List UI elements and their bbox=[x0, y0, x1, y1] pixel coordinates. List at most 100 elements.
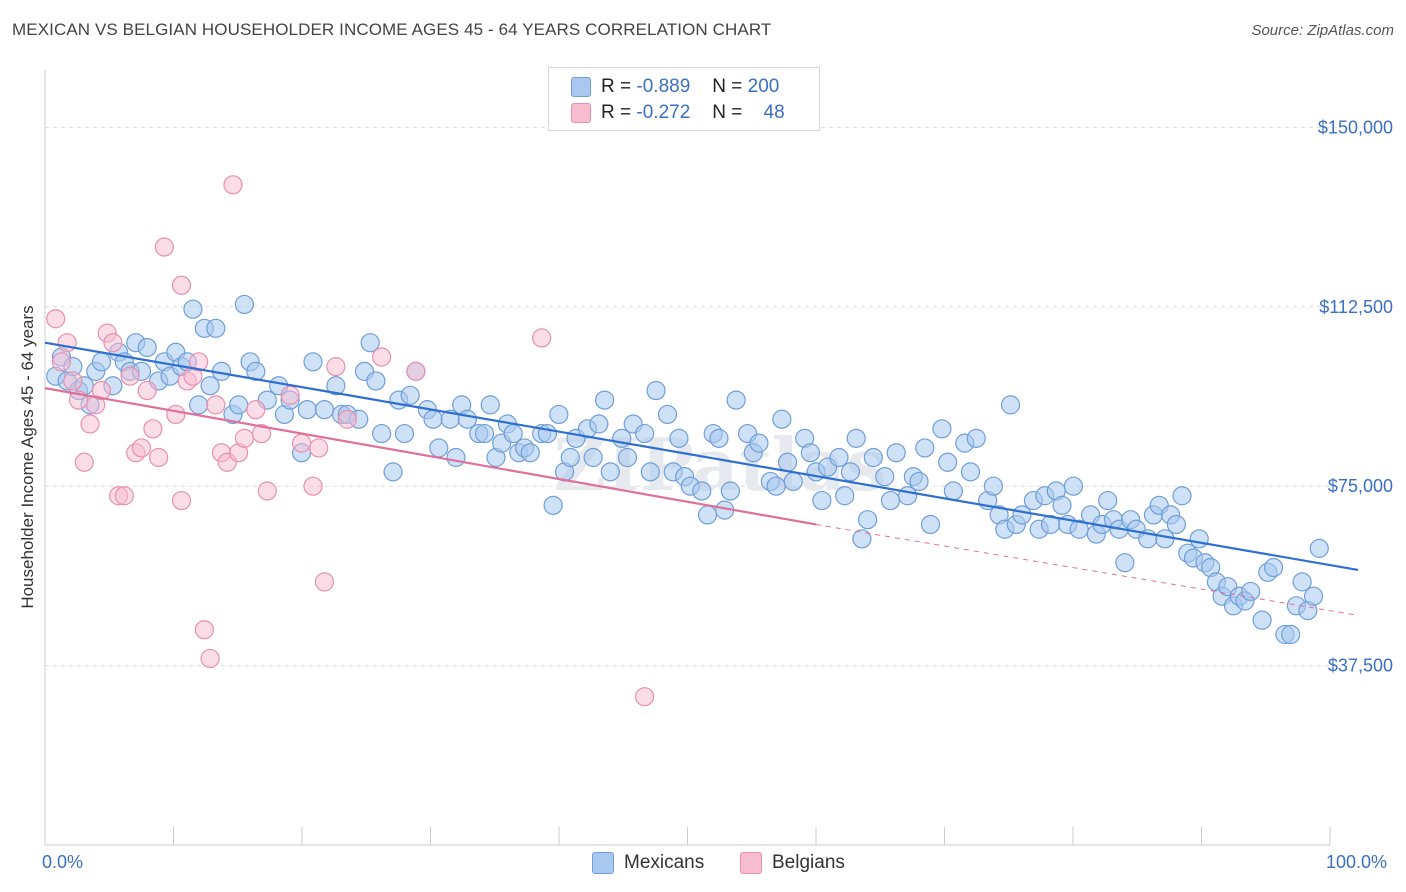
mexican-point bbox=[183, 299, 203, 319]
mexican-point bbox=[314, 400, 335, 420]
mexican-point bbox=[446, 447, 466, 468]
mexican-point bbox=[920, 514, 941, 535]
belgian-point bbox=[326, 357, 346, 377]
mexican-point bbox=[429, 438, 449, 458]
belgian-point bbox=[251, 423, 272, 444]
belgian-point bbox=[532, 328, 552, 348]
mexican-point bbox=[1172, 486, 1192, 506]
mexican-point bbox=[297, 400, 317, 420]
belgian-point bbox=[200, 648, 220, 669]
mexican-point bbox=[189, 395, 209, 415]
belgian-point bbox=[171, 490, 192, 511]
mexican-point bbox=[137, 337, 157, 358]
belgian-point bbox=[46, 309, 66, 329]
belgian-point bbox=[303, 476, 323, 496]
mexican-point bbox=[560, 447, 580, 468]
belgian-point bbox=[143, 419, 163, 439]
mexican-point bbox=[583, 447, 603, 468]
mexicans-legend-swatch bbox=[592, 852, 614, 874]
belgian-point bbox=[309, 438, 329, 458]
mexican-point bbox=[800, 443, 821, 463]
belgian-point bbox=[154, 237, 174, 257]
series-legend: Mexicans Belgians bbox=[0, 850, 1406, 878]
mexican-point bbox=[909, 471, 929, 492]
mexican-point bbox=[812, 490, 832, 511]
mexican-point bbox=[1263, 557, 1284, 578]
belgians-legend-label: Belgians bbox=[772, 852, 845, 873]
mexican-point bbox=[366, 371, 386, 391]
belgian-point bbox=[314, 572, 335, 592]
mexican-point bbox=[777, 452, 798, 472]
legend-item-mexicans: Mexicans bbox=[592, 852, 704, 874]
mexican-point bbox=[474, 423, 495, 444]
belgian-point bbox=[291, 433, 312, 453]
y-tick-label: $150,000 bbox=[1318, 117, 1393, 137]
mexican-point bbox=[246, 361, 266, 381]
mexican-point bbox=[1241, 581, 1261, 602]
mexican-point bbox=[783, 471, 803, 492]
mexican-point bbox=[669, 428, 689, 448]
belgians-legend-swatch bbox=[740, 852, 762, 874]
mexican-point bbox=[692, 481, 712, 501]
belgian-point bbox=[149, 447, 169, 468]
mexican-point bbox=[960, 462, 981, 482]
belgian-trend-extension bbox=[815, 523, 1359, 616]
mexican-point bbox=[400, 385, 420, 405]
mexican-point bbox=[326, 376, 346, 396]
belgian-point bbox=[80, 414, 100, 434]
n-value-belgians: 48 bbox=[763, 102, 785, 123]
mexican-point bbox=[589, 414, 609, 434]
mexican-point bbox=[915, 438, 935, 458]
mexican-point bbox=[423, 409, 443, 429]
belgian-point bbox=[57, 333, 77, 353]
mexican-point bbox=[983, 476, 1003, 496]
belgian-point bbox=[51, 352, 72, 372]
r-label: R = bbox=[601, 102, 632, 123]
belgian-point bbox=[103, 333, 123, 353]
belgian-point bbox=[120, 366, 140, 386]
mexican-point bbox=[1098, 490, 1118, 511]
belgian-point bbox=[114, 486, 134, 506]
belgian-point bbox=[74, 452, 94, 472]
chart-title: MEXICAN VS BELGIAN HOUSEHOLDER INCOME AG… bbox=[12, 20, 772, 39]
mexican-point bbox=[1052, 495, 1072, 515]
mexican-point bbox=[840, 462, 861, 482]
mexican-point bbox=[372, 423, 392, 444]
n-label: N = bbox=[712, 102, 743, 123]
belgians-swatch bbox=[571, 103, 591, 123]
belgian-point bbox=[406, 361, 426, 381]
mexican-point bbox=[635, 423, 655, 444]
mexican-point bbox=[1189, 529, 1209, 549]
belgian-point bbox=[137, 380, 157, 401]
belgian-point bbox=[166, 404, 186, 425]
mexican-point bbox=[206, 318, 226, 338]
n-label: N = bbox=[712, 76, 743, 97]
mexican-point bbox=[1115, 553, 1135, 573]
mexican-point bbox=[720, 481, 740, 501]
mexican-point bbox=[1309, 538, 1329, 558]
mexican-point bbox=[709, 428, 729, 448]
mexican-point bbox=[543, 495, 563, 515]
correlation-legend: R = -0.889 N = 200 R = -0.272 N = 48 bbox=[548, 67, 820, 131]
mexican-point bbox=[537, 423, 558, 444]
belgian-point bbox=[280, 385, 300, 405]
mexican-point bbox=[846, 428, 866, 448]
belgian-point bbox=[131, 438, 152, 458]
belgian-point bbox=[337, 409, 357, 429]
mexican-point bbox=[938, 452, 958, 472]
mexican-point bbox=[617, 447, 638, 468]
mexican-point bbox=[858, 510, 878, 530]
belgian-point bbox=[372, 347, 392, 367]
belgian-point bbox=[63, 371, 83, 391]
mexican-point bbox=[640, 462, 660, 482]
mexican-point bbox=[1252, 610, 1272, 630]
mexican-point bbox=[229, 395, 249, 415]
belgian-point bbox=[257, 481, 277, 501]
legend-row-belgians: R = -0.272 N = 48 bbox=[571, 101, 785, 125]
mexican-point bbox=[880, 490, 901, 511]
mexican-point bbox=[480, 395, 500, 415]
y-tick-label: $37,500 bbox=[1328, 656, 1393, 676]
mexican-point bbox=[360, 333, 380, 353]
mexican-point bbox=[520, 443, 540, 463]
